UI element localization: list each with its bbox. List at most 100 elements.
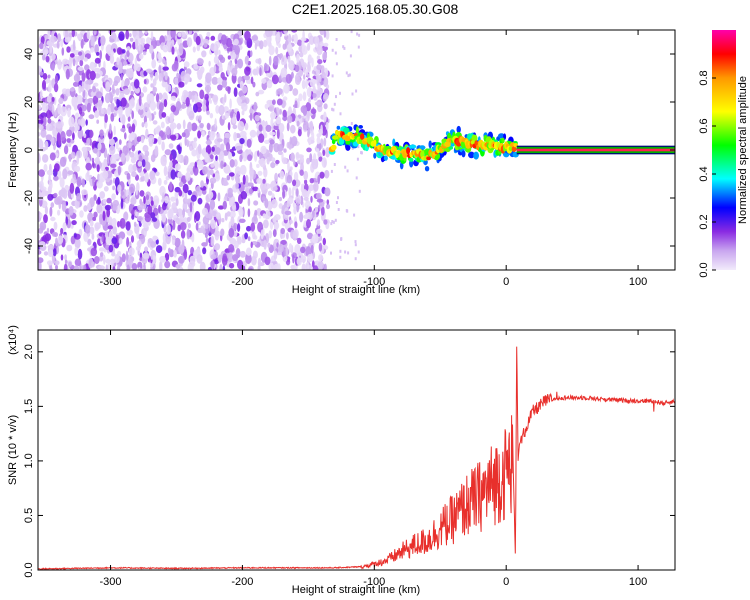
- heatmap-cell: [186, 37, 193, 48]
- heatmap-cell: [81, 178, 86, 188]
- heatmap-cell: [138, 267, 141, 270]
- heatmap-cell: [90, 90, 97, 97]
- heatmap-cell: [195, 35, 201, 46]
- heatmap-cell: [48, 180, 53, 190]
- heatmap-cell: [73, 73, 81, 83]
- colorbar-gradient: [712, 30, 736, 270]
- heatmap-cell: [257, 150, 260, 157]
- heatmap-cell: [339, 91, 341, 95]
- heatmap-cell: [176, 72, 180, 79]
- heatmap-cell: [85, 162, 92, 171]
- heatmap-cell: [167, 209, 174, 220]
- heatmap-cell: [263, 219, 269, 229]
- heatmap-cell: [120, 152, 126, 162]
- heatmap-cell: [94, 44, 99, 55]
- heatmap-cell: [168, 143, 174, 149]
- heatmap-cell: [323, 103, 328, 110]
- heatmap-cell: [247, 198, 251, 207]
- heatmap-cell: [110, 154, 117, 165]
- heatmap-cell: [231, 202, 236, 211]
- heatmap-cell: [323, 42, 329, 47]
- heatmap-cell: [315, 43, 318, 48]
- heatmap-cell: [316, 90, 321, 98]
- heatmap-cell: [262, 178, 266, 184]
- heatmap-cell: [151, 217, 158, 222]
- heatmap-cell: [66, 129, 73, 137]
- heatmap-cell: [233, 38, 239, 46]
- heatmap-cell: [271, 157, 276, 163]
- heatmap-cell: [97, 99, 103, 107]
- heatmap-cell: [325, 203, 331, 210]
- heatmap-cell: [150, 83, 154, 88]
- heatmap-cell: [183, 155, 189, 166]
- heatmap-cell: [62, 222, 67, 231]
- heatmap-cell: [39, 212, 43, 219]
- heatmap-cell: [57, 103, 62, 115]
- heatmap-cell: [71, 220, 77, 226]
- heatmap-cell: [224, 132, 231, 139]
- heatmap-cell: [86, 169, 90, 178]
- heatmap-cell: [229, 200, 233, 206]
- heatmap-cell: [301, 79, 306, 90]
- heatmap-cell: [259, 40, 264, 50]
- heatmap-cell: [277, 31, 280, 37]
- heatmap-cell: [300, 255, 307, 263]
- heatmap-cell: [318, 156, 323, 162]
- heatmap-cell: [150, 212, 156, 219]
- heatmap-cell: [233, 87, 238, 97]
- heatmap-cell: [242, 174, 246, 185]
- heatmap-cell: [287, 161, 290, 172]
- heatmap-cell: [260, 182, 267, 191]
- heatmap-cell: [145, 68, 153, 74]
- heatmap-cell: [46, 169, 54, 176]
- heatmap-cell: [120, 97, 127, 107]
- heatmap-cell: [155, 93, 160, 103]
- heatmap-cell: [351, 92, 354, 96]
- heatmap-cell: [308, 184, 315, 192]
- heatmap-cell: [215, 105, 220, 114]
- colorbar-label: Normalized spectral amplitude: [737, 76, 749, 224]
- heatmap-cell: [250, 241, 253, 249]
- heatmap-cell: [68, 261, 72, 268]
- heatmap-cell: [332, 135, 339, 140]
- heatmap-cell: [205, 72, 212, 84]
- heatmap-cell: [191, 234, 195, 243]
- heatmap-cell: [282, 43, 287, 50]
- x-tick-label: 0: [503, 276, 509, 288]
- heatmap-cell: [89, 61, 96, 71]
- heatmap-cell: [239, 130, 247, 138]
- heatmap-cell: [93, 30, 97, 36]
- heatmap-cell: [44, 42, 47, 48]
- heatmap-cell: [129, 151, 135, 158]
- heatmap-cell: [266, 99, 273, 105]
- heatmap-cell: [60, 227, 64, 235]
- heatmap-cell: [110, 113, 115, 122]
- x-tick-label: -100: [363, 276, 385, 288]
- heatmap-cell: [131, 123, 136, 133]
- heatmap-cell: [76, 155, 79, 165]
- heatmap-cell: [312, 79, 318, 84]
- heatmap-cell: [345, 71, 348, 75]
- heatmap-cell: [210, 235, 215, 247]
- heatmap-cell: [88, 257, 94, 269]
- heatmap-cell: [243, 157, 247, 162]
- heatmap-cell: [213, 259, 219, 265]
- heatmap-cell: [256, 177, 263, 184]
- heatmap-cell: [241, 110, 245, 116]
- heatmap-cell: [192, 141, 197, 149]
- heatmap-cell: [252, 186, 259, 192]
- heatmap-cell: [53, 83, 59, 93]
- heatmap-cell: [302, 121, 309, 131]
- heatmap-cell: [277, 144, 284, 152]
- heatmap-cell: [170, 196, 176, 202]
- heatmap-cell: [186, 139, 189, 148]
- heatmap-cell: [184, 136, 187, 147]
- heatmap-cell: [218, 66, 223, 73]
- heatmap-cell: [239, 164, 247, 176]
- heatmap-cell: [468, 151, 475, 159]
- heatmap-cell: [209, 169, 214, 176]
- heatmap-cell: [72, 58, 76, 67]
- heatmap-cell: [276, 88, 283, 95]
- heatmap-cell: [211, 76, 219, 85]
- heatmap-cell: [214, 50, 218, 57]
